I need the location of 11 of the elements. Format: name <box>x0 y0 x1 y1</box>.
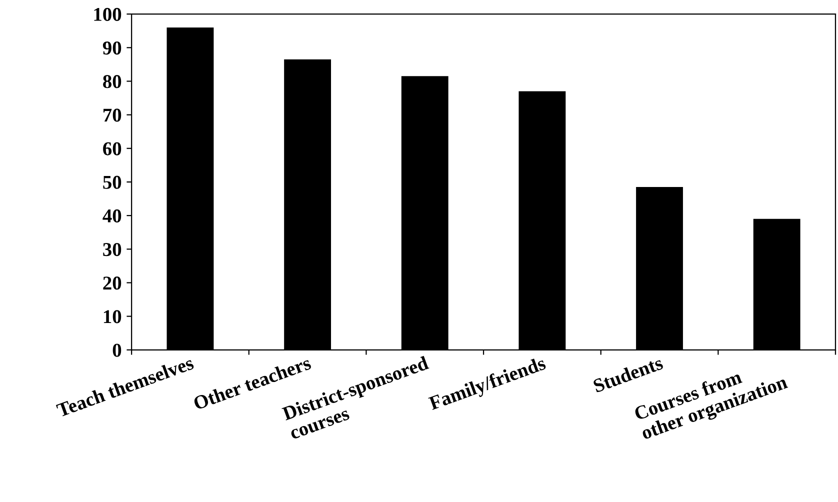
y-tick-label: 100 <box>94 8 122 21</box>
y-tick-label: 60 <box>103 142 122 156</box>
y-tick-label: 90 <box>102 41 122 55</box>
y-tick-label: 70 <box>104 108 122 122</box>
y-tick-label: 20 <box>103 276 122 290</box>
y-tick-label: 80 <box>103 75 122 88</box>
y-tick-label: 0 <box>112 344 122 357</box>
y-tick-label: 40 <box>102 209 122 222</box>
y-tick-label: 30 <box>103 242 122 256</box>
y-tick-label: 50 <box>103 176 122 189</box>
y-tick-label: 10 <box>104 310 122 324</box>
